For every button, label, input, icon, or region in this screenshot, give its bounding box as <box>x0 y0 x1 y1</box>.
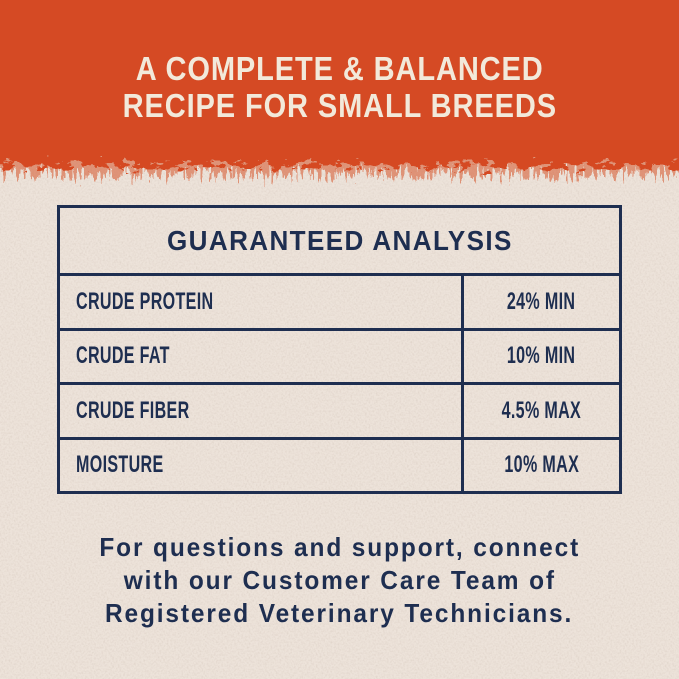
nutrient-label-cell: CRUDE FIBER <box>60 385 464 437</box>
nutrient-value: 10% MIN <box>507 342 576 370</box>
nutrient-label: MOISTURE <box>76 451 164 479</box>
table-title: GUARANTEED ANALYSIS <box>166 224 513 256</box>
paint-brush-edge-texture <box>0 140 679 174</box>
table-row: MOISTURE 10% MAX <box>60 439 619 492</box>
nutrient-value: 10% MAX <box>504 451 579 479</box>
nutrient-label-cell: CRUDE PROTEIN <box>60 276 464 328</box>
support-message-line3: Registered Veterinary Technicians. <box>105 598 574 628</box>
nutrient-label-cell: MOISTURE <box>60 439 464 491</box>
nutrient-value-cell: 10% MIN <box>464 331 619 383</box>
nutrient-value-cell: 24% MIN <box>464 276 619 328</box>
nutrient-label-cell: CRUDE FAT <box>60 330 464 382</box>
support-message-line1: For questions and support, connect <box>99 532 580 562</box>
support-message-line2: with our Customer Care Team of <box>123 565 556 595</box>
table-row: CRUDE FIBER 4.5% MAX <box>60 385 619 440</box>
nutrient-value: 24% MIN <box>507 287 576 315</box>
nutrient-value: 4.5% MAX <box>501 396 582 424</box>
nutrient-label: CRUDE PROTEIN <box>76 287 214 315</box>
nutrient-label: CRUDE FIBER <box>76 396 190 424</box>
guaranteed-analysis-table: GUARANTEED ANALYSIS CRUDE PROTEIN 24% MI… <box>57 205 622 494</box>
table-title-row: GUARANTEED ANALYSIS <box>60 208 619 276</box>
banner-headline-line1: A COMPLETE & BALANCED <box>135 50 544 87</box>
support-message: For questions and support, connect with … <box>0 531 679 630</box>
nutrient-value-cell: 10% MAX <box>464 440 619 492</box>
nutrient-value-cell: 4.5% MAX <box>464 385 619 437</box>
table-row: CRUDE PROTEIN 24% MIN <box>60 276 619 331</box>
banner-headline: A COMPLETE & BALANCED RECIPE FOR SMALL B… <box>0 50 679 124</box>
nutrient-label: CRUDE FAT <box>76 342 170 370</box>
banner-headline-line2: RECIPE FOR SMALL BREEDS <box>122 87 557 124</box>
table-row: CRUDE FAT 10% MIN <box>60 330 619 385</box>
